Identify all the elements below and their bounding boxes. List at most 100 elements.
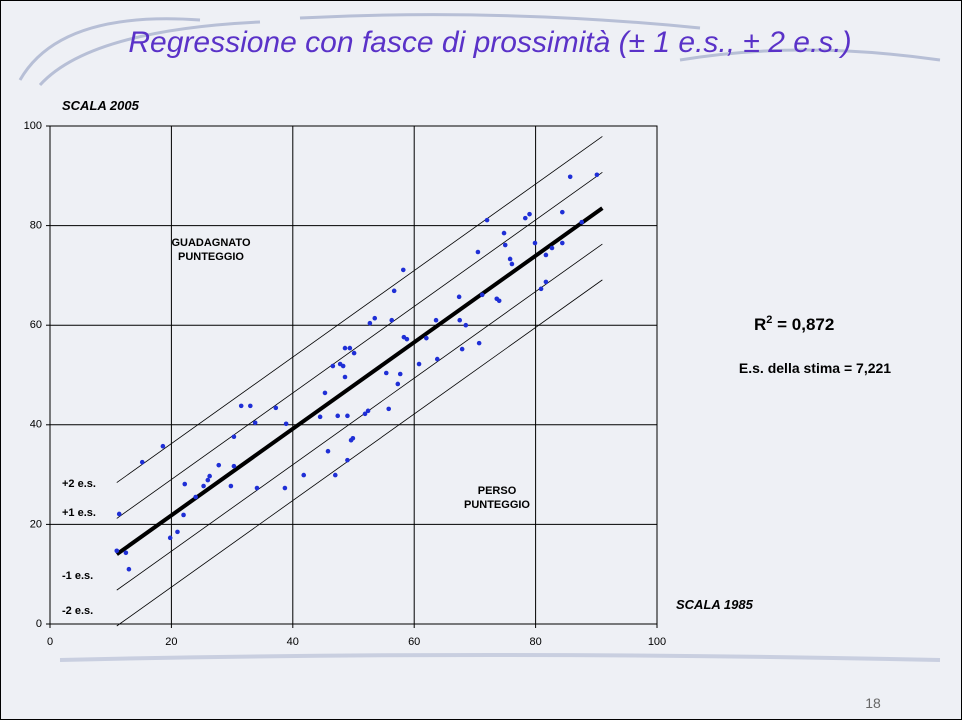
point bbox=[193, 495, 198, 500]
point bbox=[229, 484, 234, 489]
point bbox=[335, 414, 340, 419]
band-label: +1 e.s. bbox=[62, 507, 96, 519]
point bbox=[343, 375, 348, 380]
point bbox=[182, 482, 187, 487]
point bbox=[343, 346, 348, 351]
point bbox=[457, 318, 462, 323]
point bbox=[348, 346, 353, 351]
point bbox=[366, 409, 371, 414]
point bbox=[207, 474, 212, 479]
band-label: +2 e.s. bbox=[62, 478, 96, 490]
point bbox=[161, 444, 166, 449]
point bbox=[386, 407, 391, 412]
point bbox=[527, 212, 532, 217]
y-tick-label: 0 bbox=[36, 618, 42, 630]
point bbox=[434, 318, 439, 323]
x-tick-label: 20 bbox=[165, 636, 177, 648]
point bbox=[232, 434, 237, 439]
point bbox=[206, 478, 211, 483]
point bbox=[523, 216, 528, 221]
point bbox=[497, 298, 502, 303]
point bbox=[331, 364, 336, 369]
x-axis-label: SCALA 1985 bbox=[676, 597, 754, 612]
band-label: -2 e.s. bbox=[62, 605, 93, 617]
x-tick-label: 40 bbox=[287, 636, 299, 648]
point bbox=[253, 421, 258, 426]
x-tick-label: 80 bbox=[529, 636, 541, 648]
point bbox=[368, 321, 373, 326]
r2-annotation: R2 = 0,872 bbox=[754, 314, 834, 334]
point bbox=[345, 458, 350, 463]
point bbox=[384, 371, 389, 376]
y-tick-label: 80 bbox=[30, 220, 42, 232]
point bbox=[323, 391, 328, 396]
slide: Regressione con fasce di prossimità (± 1… bbox=[0, 0, 962, 720]
annotation: GUADAGNATO bbox=[171, 237, 250, 249]
point bbox=[248, 404, 253, 409]
point bbox=[181, 513, 186, 518]
point bbox=[477, 341, 482, 346]
point bbox=[351, 436, 356, 441]
point bbox=[503, 243, 508, 248]
point bbox=[216, 463, 221, 468]
point bbox=[424, 336, 429, 341]
point bbox=[417, 362, 422, 367]
annotation: PUNTEGGIO bbox=[178, 251, 244, 263]
y-tick-label: 60 bbox=[30, 319, 42, 331]
point bbox=[124, 550, 129, 555]
slide-title: Regressione con fasce di prossimità (± 1… bbox=[128, 26, 851, 59]
point bbox=[255, 486, 260, 491]
point bbox=[232, 464, 237, 469]
point bbox=[508, 257, 513, 262]
point bbox=[114, 548, 119, 553]
point bbox=[457, 295, 462, 300]
point bbox=[127, 567, 132, 572]
point bbox=[352, 351, 357, 356]
point bbox=[485, 218, 490, 223]
point bbox=[301, 473, 306, 478]
point bbox=[510, 262, 515, 267]
point bbox=[318, 415, 323, 420]
x-tick-label: 100 bbox=[648, 636, 666, 648]
point bbox=[117, 512, 122, 517]
point bbox=[480, 293, 485, 298]
point bbox=[401, 268, 406, 273]
r2-base: R bbox=[754, 315, 766, 334]
point bbox=[392, 289, 397, 294]
point bbox=[579, 220, 584, 225]
point bbox=[398, 372, 403, 377]
point bbox=[595, 173, 600, 178]
point bbox=[239, 404, 244, 409]
point bbox=[460, 347, 465, 352]
x-tick-label: 60 bbox=[408, 636, 420, 648]
point bbox=[463, 323, 468, 328]
point bbox=[560, 241, 565, 246]
point bbox=[333, 473, 338, 478]
annotation: PUNTEGGIO bbox=[464, 499, 530, 511]
point bbox=[476, 250, 481, 255]
point bbox=[396, 382, 401, 387]
point bbox=[405, 337, 410, 342]
page: Regressione con fasce di prossimità (± 1… bbox=[0, 0, 962, 720]
point bbox=[560, 210, 565, 215]
page-number: 18 bbox=[865, 695, 881, 711]
point bbox=[539, 287, 544, 292]
point bbox=[283, 486, 288, 491]
r2-rest: = 0,872 bbox=[772, 315, 834, 334]
band-label: -1 e.s. bbox=[62, 570, 93, 582]
point bbox=[550, 246, 555, 251]
point bbox=[544, 280, 549, 285]
y-tick-label: 20 bbox=[30, 518, 42, 530]
point bbox=[274, 406, 279, 411]
y-tick-label: 100 bbox=[24, 120, 42, 132]
point bbox=[533, 241, 538, 246]
point bbox=[140, 460, 145, 465]
point bbox=[341, 364, 346, 369]
point bbox=[502, 231, 507, 236]
annotation: PERSO bbox=[478, 485, 517, 497]
point bbox=[284, 422, 289, 427]
point bbox=[168, 536, 173, 541]
y-axis-label: SCALA 2005 bbox=[62, 98, 140, 113]
x-tick-label: 0 bbox=[47, 636, 53, 648]
point bbox=[372, 316, 377, 321]
